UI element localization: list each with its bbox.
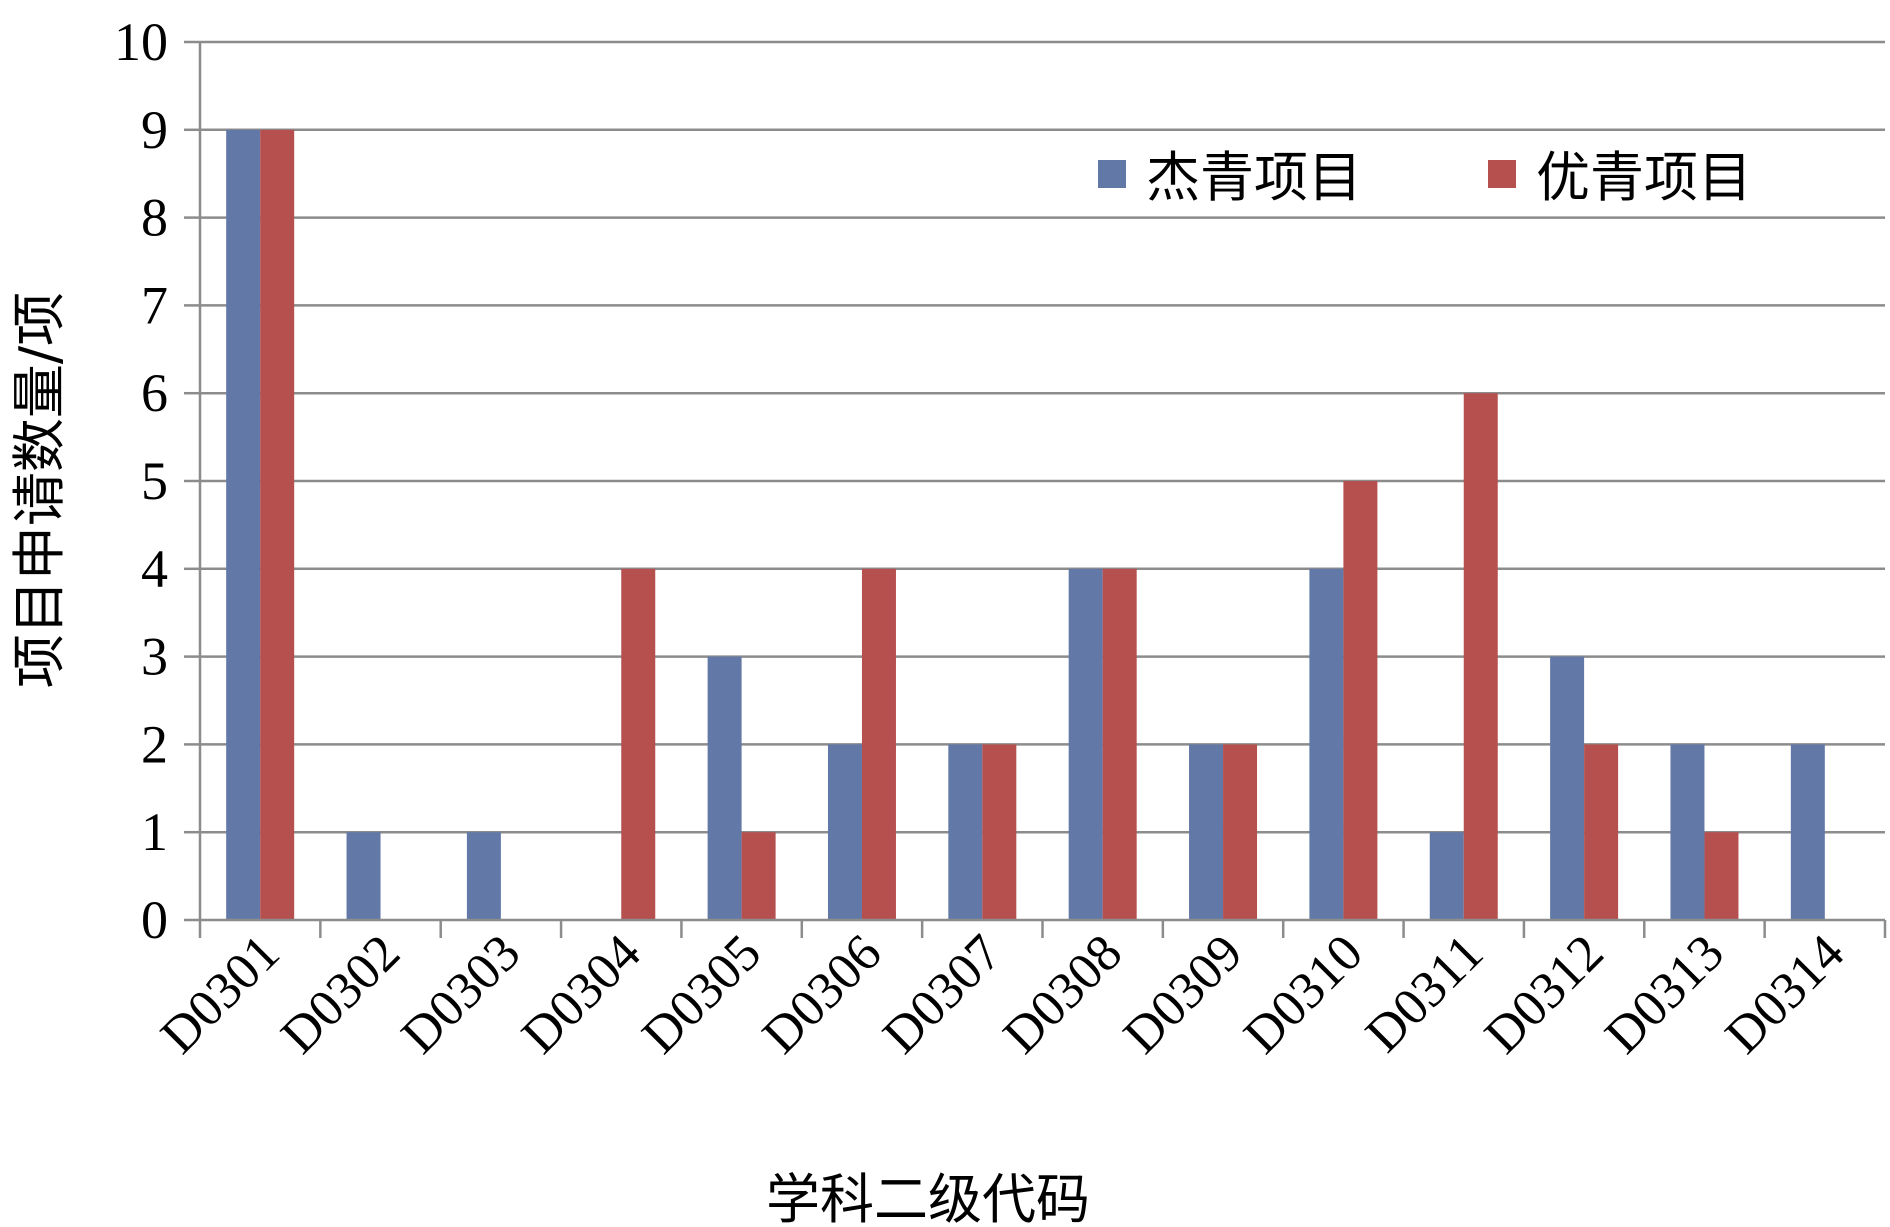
bar-series-2-D0311 bbox=[1463, 393, 1498, 920]
x-tick-label: D0311 bbox=[1355, 924, 1494, 1063]
x-tick-labels: D0301D0302D0303D0304D0305D0306D0307D0308… bbox=[150, 924, 1855, 1064]
bar-series-2-D0313 bbox=[1704, 832, 1739, 920]
bar-series-1-D0301 bbox=[226, 129, 261, 921]
x-axis-title: 学科二级代码 bbox=[766, 1168, 1090, 1227]
x-tick-label: D0307 bbox=[872, 924, 1012, 1064]
y-tick-label: 2 bbox=[141, 714, 168, 774]
bar-series-1-D0306 bbox=[827, 744, 862, 920]
x-tick-label: D0313 bbox=[1595, 924, 1735, 1064]
bar-series-2-D0312 bbox=[1584, 744, 1619, 920]
bar-series-1-D0310 bbox=[1309, 568, 1344, 920]
y-tick-label: 7 bbox=[141, 275, 168, 335]
y-tick-label: 9 bbox=[141, 100, 168, 160]
axes bbox=[198, 42, 1887, 938]
legend-swatch-series-2 bbox=[1488, 160, 1516, 188]
x-tick-label: D0314 bbox=[1715, 924, 1855, 1064]
legend-label-series-1: 杰青项目 bbox=[1146, 146, 1362, 209]
y-tick-label: 6 bbox=[141, 363, 168, 423]
bar-series-2-D0306 bbox=[861, 568, 896, 920]
bar-series-2-D0309 bbox=[1223, 744, 1258, 920]
y-axis-title: 项目申请数量/项 bbox=[8, 292, 71, 688]
x-tick-label: D0312 bbox=[1474, 924, 1614, 1064]
legend: 杰青项目 优青项目 bbox=[1098, 146, 1752, 209]
bar-series-1-D0309 bbox=[1189, 744, 1224, 920]
x-tick-label: D0304 bbox=[511, 924, 651, 1064]
bar-series-1-D0307 bbox=[948, 744, 983, 920]
legend-swatch-series-1 bbox=[1098, 160, 1126, 188]
bar-series-1-D0308 bbox=[1068, 568, 1103, 920]
bar-series-1-D0305 bbox=[707, 656, 742, 920]
bars bbox=[226, 129, 1825, 921]
x-tick-label: D0306 bbox=[752, 924, 892, 1064]
bar-series-2-D0301 bbox=[260, 129, 295, 921]
bar-series-1-D0312 bbox=[1550, 656, 1585, 920]
x-tick-label: D0308 bbox=[993, 924, 1133, 1064]
x-tick-label: D0302 bbox=[271, 924, 411, 1064]
bar-series-2-D0310 bbox=[1343, 481, 1378, 920]
y-tick-label: 4 bbox=[141, 539, 168, 599]
x-tick-label: D0310 bbox=[1233, 924, 1373, 1064]
legend-label-series-2: 优青项目 bbox=[1536, 146, 1752, 209]
y-tick-label: 10 bbox=[114, 12, 168, 72]
y-tick-label: 8 bbox=[141, 188, 168, 248]
x-tick-label: D0301 bbox=[150, 924, 290, 1064]
y-tick-label: 1 bbox=[141, 802, 168, 862]
bar-series-1-D0313 bbox=[1670, 744, 1705, 920]
bar-series-2-D0308 bbox=[1102, 568, 1137, 920]
bar-series-2-D0307 bbox=[982, 744, 1017, 920]
x-tick-label: D0309 bbox=[1113, 924, 1253, 1064]
x-tick-label: D0305 bbox=[632, 924, 772, 1064]
bar-series-1-D0302 bbox=[346, 832, 381, 920]
bar-series-2-D0304 bbox=[621, 568, 656, 920]
y-tick-label: 3 bbox=[141, 627, 168, 687]
x-tick-label: D0303 bbox=[391, 924, 531, 1064]
y-tick-labels: 0 1 2 3 4 5 6 7 8 9 10 bbox=[114, 12, 168, 950]
bar-series-1-D0303 bbox=[466, 832, 501, 920]
y-tick-label: 0 bbox=[141, 890, 168, 950]
bar-series-1-D0311 bbox=[1429, 832, 1464, 920]
y-tick-label: 5 bbox=[141, 451, 168, 511]
bar-series-1-D0314 bbox=[1790, 744, 1825, 920]
bar-series-2-D0305 bbox=[741, 832, 776, 920]
